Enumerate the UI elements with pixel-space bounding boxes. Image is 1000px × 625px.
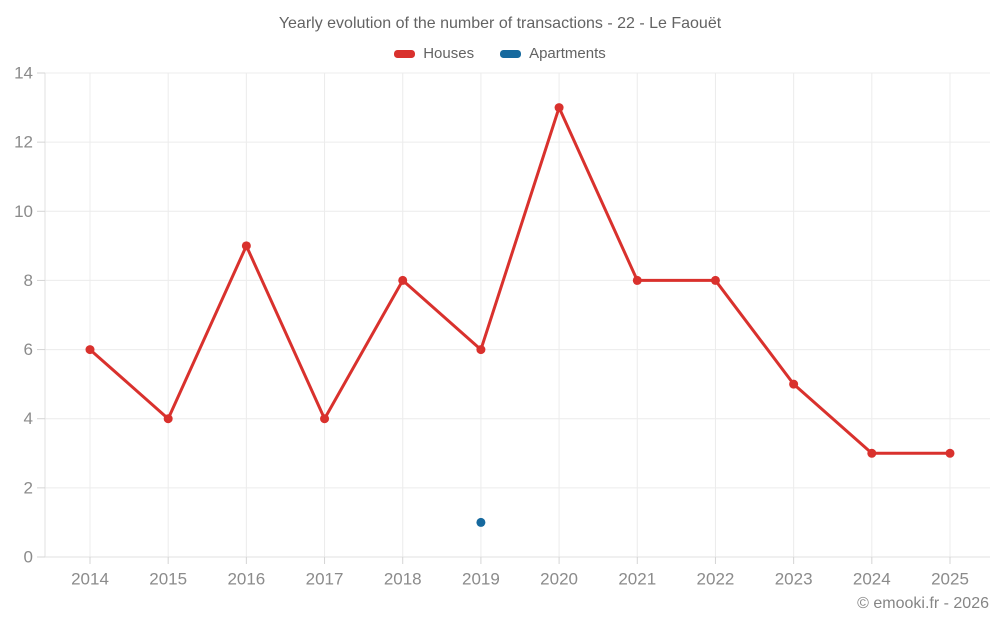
axis-ticks — [37, 72, 951, 564]
svg-text:2021: 2021 — [618, 570, 656, 589]
data-point-houses-2025[interactable] — [945, 448, 955, 458]
svg-text:4: 4 — [24, 409, 33, 428]
data-point-houses-2022[interactable] — [710, 275, 720, 285]
gridlines-x — [89, 73, 951, 557]
chart-title: Yearly evolution of the number of transa… — [278, 15, 722, 32]
svg-text:2020: 2020 — [540, 570, 578, 589]
svg-text:2016: 2016 — [227, 570, 265, 589]
svg-text:2024: 2024 — [853, 570, 891, 589]
data-point-houses-2020[interactable] — [554, 103, 564, 113]
svg-text:10: 10 — [14, 202, 33, 221]
legend-item-apartments[interactable]: Apartments — [500, 45, 606, 62]
legend-item-houses[interactable]: Houses — [394, 45, 474, 62]
data-point-houses-2018[interactable] — [398, 275, 408, 285]
data-point-houses-2021[interactable] — [632, 275, 642, 285]
svg-text:2025: 2025 — [931, 570, 969, 589]
y-axis-labels: 0 2 4 6 8 10 12 14 — [14, 64, 33, 567]
data-point-houses-2024[interactable] — [867, 448, 877, 458]
data-point-houses-2016[interactable] — [241, 241, 251, 251]
svg-text:2017: 2017 — [306, 570, 344, 589]
legend-marker-houses — [394, 49, 416, 58]
data-point-houses-2017[interactable] — [320, 414, 330, 424]
legend: Houses Apartments — [0, 45, 1000, 62]
legend-label-houses: Houses — [423, 45, 475, 62]
svg-text:2015: 2015 — [149, 570, 187, 589]
series-apartments-points[interactable] — [476, 517, 486, 527]
svg-text:2019: 2019 — [462, 570, 500, 589]
copyright-credit: © emooki.fr - 2026 — [857, 595, 989, 612]
data-point-apartments-2019[interactable] — [476, 517, 486, 527]
svg-text:2022: 2022 — [697, 570, 735, 589]
data-point-houses-2019[interactable] — [476, 345, 486, 355]
svg-text:6: 6 — [24, 340, 33, 359]
svg-text:2018: 2018 — [384, 570, 422, 589]
svg-text:2: 2 — [24, 478, 33, 497]
x-axis-labels: 2014 2015 2016 2017 2018 2019 2020 2021 2022 2023… — [71, 570, 969, 589]
series-houses-points[interactable] — [85, 103, 955, 458]
svg-text:14: 14 — [14, 64, 33, 83]
axis-borders — [44, 73, 990, 558]
svg-text:0: 0 — [24, 548, 33, 567]
gridlines-y — [45, 72, 990, 558]
series-houses-line — [89, 106, 950, 455]
data-point-houses-2023[interactable] — [789, 379, 799, 389]
data-point-houses-2014[interactable] — [85, 345, 95, 355]
legend-marker-apartments — [500, 49, 522, 58]
svg-text:12: 12 — [14, 133, 33, 152]
legend-label-apartments: Apartments — [529, 45, 606, 62]
svg-text:2023: 2023 — [775, 570, 813, 589]
svg-text:2014: 2014 — [71, 570, 109, 589]
svg-text:8: 8 — [24, 271, 33, 290]
data-point-houses-2015[interactable] — [163, 414, 173, 424]
